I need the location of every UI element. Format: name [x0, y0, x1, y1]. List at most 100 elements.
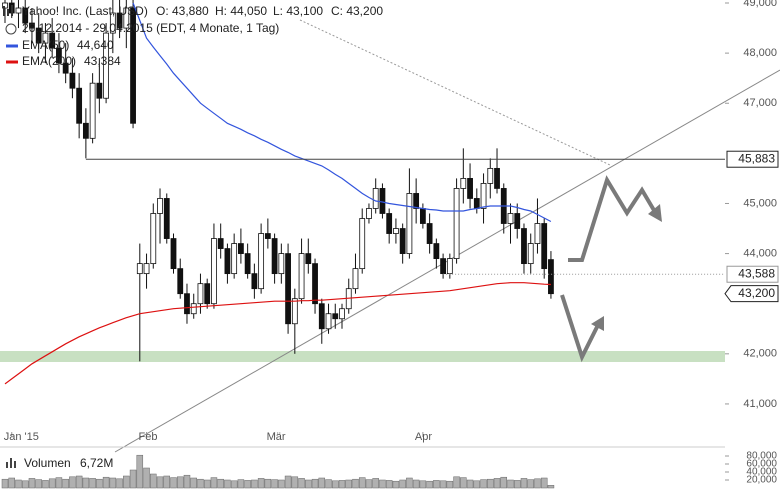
candle-body	[258, 233, 265, 290]
volume-bar	[190, 477, 197, 489]
level-box	[726, 150, 779, 168]
volume-bar	[230, 480, 238, 489]
date-range: 26.12.2014 - 29.04.2015 (EDT, 4 Monate, …	[22, 21, 279, 35]
candle-body	[62, 62, 69, 74]
volume-bar	[513, 480, 521, 489]
candle-body	[372, 188, 379, 209]
price-panel	[2, 0, 554, 385]
volume-bar	[534, 478, 541, 489]
volume-bar	[163, 475, 171, 489]
volume-bar	[35, 479, 42, 489]
candle-body	[359, 218, 366, 270]
volume-bar	[284, 475, 292, 489]
support-band	[0, 351, 725, 362]
volume-bar	[480, 479, 487, 489]
y-tick-label: 60,000	[746, 459, 777, 470]
candle-body	[244, 253, 251, 275]
volume-bar	[109, 477, 117, 489]
legend-name: EMA(50)	[22, 38, 69, 52]
volume-panel	[1, 454, 555, 489]
volume-bar	[15, 479, 22, 489]
x-tick-label: Jan '15	[4, 431, 39, 443]
ohlc-open: O: 43,880	[156, 4, 209, 18]
candle-body	[103, 32, 109, 99]
legend-name: EMA(200)	[22, 54, 76, 68]
level-box	[726, 265, 779, 283]
candle-body	[69, 72, 76, 89]
x-tick-label: Mär	[267, 431, 286, 443]
candle-body	[231, 243, 238, 275]
header: Yahoo! Inc. (Last, USD) O: 43,880 H: 44,…	[3, 4, 383, 35]
volume-bar	[264, 478, 272, 489]
candle-body	[224, 248, 231, 275]
candle-body	[190, 303, 197, 315]
volume-bar	[8, 477, 15, 489]
candle-body	[163, 198, 170, 239]
y-tick-label: 48,000	[743, 47, 777, 59]
volume-bar	[500, 476, 508, 489]
volume-bar	[473, 480, 481, 489]
volume-bar	[412, 479, 420, 489]
level-label: 43,200	[738, 286, 775, 300]
candle-body	[278, 253, 285, 275]
volume-bar	[311, 478, 319, 489]
candle-body	[170, 238, 177, 270]
candle-body	[22, 7, 29, 24]
volume-bar	[365, 479, 373, 489]
y-tick-label: 41,000	[743, 398, 777, 410]
candle-body	[217, 238, 224, 249]
volume-bar	[278, 479, 285, 489]
volume-bar	[460, 477, 467, 489]
volume-bar	[257, 478, 265, 489]
volume-bar	[143, 467, 150, 489]
icon	[7, 9, 9, 16]
candle-body	[96, 82, 103, 99]
candle-body	[419, 208, 426, 224]
candle-body	[318, 303, 325, 330]
candle-body	[271, 238, 278, 275]
volume-legend: Volumen 6,72M	[6, 456, 113, 470]
volume-bar	[102, 476, 110, 489]
candle-body	[291, 298, 298, 325]
candle-body	[285, 253, 291, 325]
volume-bar	[446, 480, 454, 489]
candle-body	[534, 223, 541, 244]
level-label: 45,883	[738, 151, 775, 165]
legend-value: 44,640	[77, 38, 114, 52]
volume-bar	[298, 478, 305, 489]
volume-bar	[291, 476, 299, 489]
candle-body	[480, 183, 487, 209]
volume-bar	[520, 478, 528, 489]
icon	[11, 5, 13, 16]
ohlc-low: L: 43,100	[273, 4, 323, 18]
axes: 49,000 48,000 47,000 45,000 44,000 42,000 41,0…	[4, 0, 779, 486]
candle-body	[184, 293, 190, 315]
volume-bar	[426, 480, 433, 489]
volume-bar	[318, 477, 326, 489]
volume-bar	[170, 477, 177, 489]
volume-bar	[129, 469, 137, 489]
volume-bar	[42, 480, 49, 489]
volume-bar	[338, 480, 346, 489]
arrow-head	[591, 316, 604, 331]
legend-value: 43,384	[84, 54, 121, 68]
y-tick-label: 44,000	[743, 247, 777, 259]
candle-body	[15, 7, 22, 14]
y-tick-label: 80,000	[746, 451, 777, 462]
volume-bar	[82, 477, 90, 489]
scenario-arrow	[560, 294, 600, 363]
candle-body	[446, 258, 453, 275]
volume-bar	[116, 478, 123, 489]
volume-bar	[55, 477, 63, 489]
volume-bar	[156, 476, 164, 489]
volume-bar	[21, 480, 29, 489]
volume-bar	[399, 479, 406, 489]
volume-bar	[507, 479, 514, 489]
candle-body	[406, 193, 413, 254]
volume-bar	[540, 477, 548, 489]
candle-body	[413, 193, 420, 209]
volume-bar	[372, 478, 379, 489]
volume-bar	[392, 480, 400, 489]
last-price-box	[724, 285, 779, 303]
